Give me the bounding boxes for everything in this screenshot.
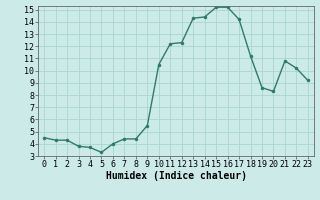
X-axis label: Humidex (Indice chaleur): Humidex (Indice chaleur) (106, 171, 246, 181)
